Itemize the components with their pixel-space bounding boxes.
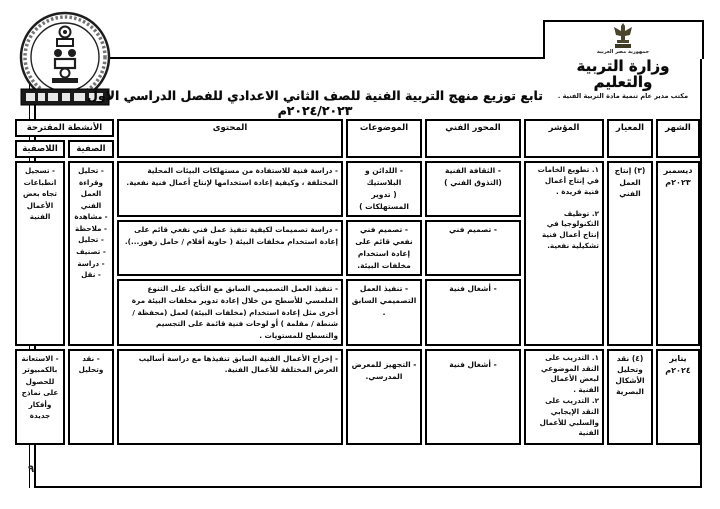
col-header-class-activities: الصفية [68, 140, 114, 159]
page-number: ٩ [28, 464, 35, 475]
indicator-cell: ١. تطويع الخامات في إنتاج أعمال فنية فري… [524, 161, 604, 346]
republic-label: جمهورية مصر العربية [596, 49, 650, 55]
content-cell: - دراسة فنية للاستفادة من مستهلكات البيئ… [117, 161, 343, 218]
col-header-month: الشهر [656, 119, 700, 159]
table-wrapper: الشهر المعيار المؤشر المحور الفني الموضو… [15, 116, 703, 448]
col-header-extracurricular: اللاصفية [15, 140, 65, 159]
egypt-eagle-icon [614, 23, 632, 48]
indicator-cell: ١. التدريب على النقد الموضوعي لبعض الأعم… [524, 348, 604, 445]
school-stamp [16, 10, 114, 116]
content-cell: - تنفيذ العمل التصميمي السابق مع التأكيد… [117, 279, 343, 346]
col-header-topics: الموضوعات [346, 119, 422, 159]
table-row: - تصميم فني - تصميم فني نفعي قائم على إع… [15, 220, 700, 277]
topic-cell: - التجهيز للمعرض المدرسي. [346, 348, 422, 445]
month-cell-january: يناير ٢٠٢٤م [656, 348, 700, 445]
col-header-indicator: المؤشر [524, 119, 604, 159]
extracurricular-cell: - الاستعانة بالكمبيوتر للحصول على نماذج … [15, 348, 65, 445]
col-header-artistic-axis: المحور الفني [425, 119, 521, 159]
table-row: - أشغال فنية - تنفيذ العمل التصميمي السا… [15, 279, 700, 346]
col-header-standard: المعيار [607, 119, 653, 159]
axis-cell: - أشغال فنية [425, 348, 521, 445]
col-header-content: المحتوى [117, 119, 343, 159]
extracurricular-cell: - تسجيل انطباعات تجاه بعض الأعمال الفنية [15, 161, 65, 346]
month-cell-december: ديسمبر ٢٠٢٣م [656, 161, 700, 346]
topic-cell: - تنفيذ العمل التصميمي السابق . [346, 279, 422, 346]
ministry-header-block: جمهورية مصر العربية وزارة التربية والتعل… [548, 23, 698, 100]
axis-cell: - تصميم فني [425, 220, 521, 277]
col-header-activities: الأنشطة المقترحة [15, 119, 114, 138]
stamp-seal-icon [19, 11, 111, 106]
standard-cell: (٤) نقد وتحليل الأشكال البصرية [607, 348, 653, 445]
table-header-row-2: الصفية اللاصفية [15, 140, 700, 159]
topic-cell: - تصميم فني نفعي قائم على إعادة استخدام … [346, 220, 422, 277]
table-row: يناير ٢٠٢٤م (٤) نقد وتحليل الأشكال البصر… [15, 348, 700, 445]
ministry-name: وزارة التربية والتعليم [576, 56, 670, 91]
topic-cell: - اللدائن و البلاستيك ( تدوير المستهلكات… [346, 161, 422, 218]
table-row: ديسمبر ٢٠٢٣م (٣) إنتاج العمل الفني ١. تط… [15, 161, 700, 346]
page-title: تابع توزيع منهج التربية الفنية للصف الثا… [87, 88, 543, 118]
table-header-row-1: الشهر المعيار المؤشر المحور الفني الموضو… [15, 119, 700, 159]
content-cell: - دراسة تصميمات لكيفية تنفيذ عمل فني نفع… [117, 220, 343, 277]
curriculum-table: الشهر المعيار المؤشر المحور الفني الموضو… [12, 116, 703, 448]
content-cell: - إخراج الأعمال الفنية السابق تنفيذها مع… [117, 348, 343, 445]
axis-cell: - الثقافة الفنية (التذوق الفني ) [425, 161, 521, 218]
standard-cell: (٣) إنتاج العمل الفني [607, 161, 653, 346]
class-activities-cell: - نقد وتحليل [68, 348, 114, 445]
office-label: مكتب مدير عام تنمية مادة التربية الفنية … [557, 91, 689, 100]
axis-cell: - أشغال فنية [425, 279, 521, 346]
class-activities-cell: - تحليل وقراءة العمل الفني - مشاهدة - مل… [68, 161, 114, 346]
